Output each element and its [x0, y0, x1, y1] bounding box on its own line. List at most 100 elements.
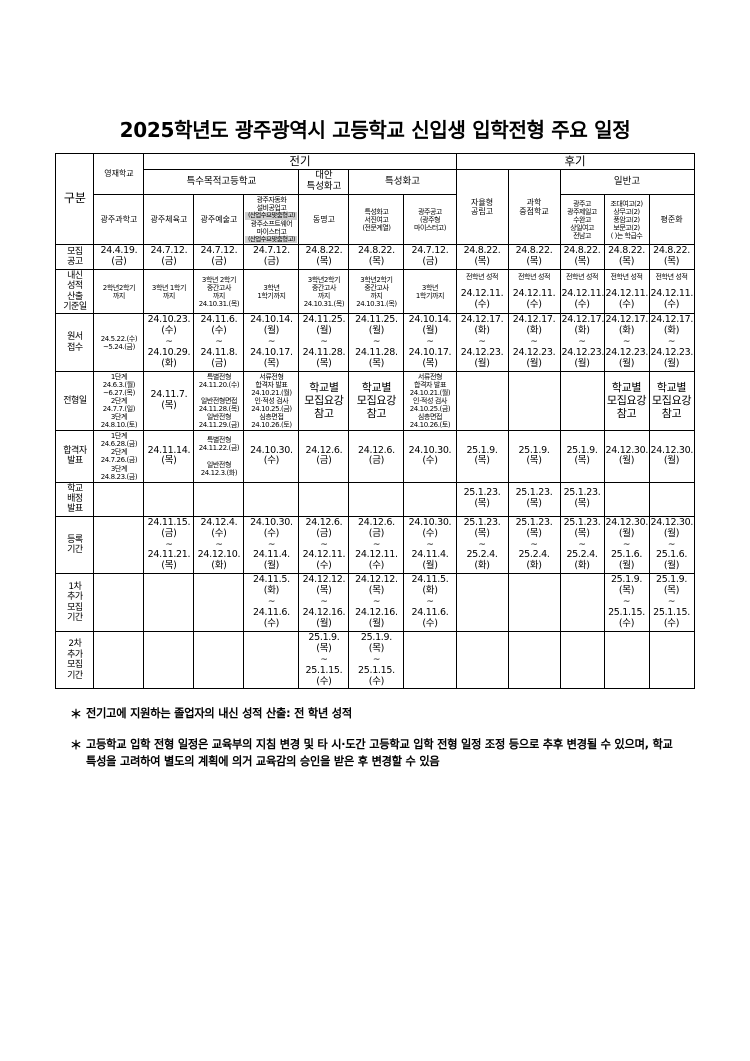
cell-jeonhyeong-c6: 학교별 모집요강 참고: [348, 371, 405, 432]
table-row: 등록 기간 24.11.15. (금) ~24.11.21. (목) 24.12.4.…: [55, 515, 695, 575]
cell-naesin-c2: 3학년 1학기 까지: [143, 269, 195, 315]
footnotes: ＊ 전기고에 지원하는 졸업자의 내신 성적 산출: 전 학년 성적 ＊ 고등학…: [70, 705, 680, 770]
cell-naesin-c6: 3학년2학기 중간고사 까지 24.10.31.(목): [348, 269, 405, 315]
cell-chuga2-c11: [603, 630, 650, 690]
cell-mojip-c7: 24.7.12. (금): [403, 244, 457, 271]
cell-chuga1-c10: [559, 573, 605, 632]
cell-naesin-c7: 3학년 1학기까지: [403, 269, 457, 315]
naesin-label-3: 산출: [67, 291, 83, 302]
cell-jeonhyeong-c11: 학교별 모집요강 참고: [603, 371, 650, 432]
cell-baejeong-c7: [403, 481, 457, 517]
special-line1: 특성화고: [364, 207, 389, 216]
soft-line1: 광주소프트웨어: [250, 219, 293, 228]
cell-naesin-c8: 전학년 성적 24.12.11. (수): [455, 269, 509, 315]
table-row: 원서 접수 24.5.22.(수) ~5.24.(금) 24.10.23. (수) ~…: [55, 313, 695, 373]
cell-chuga2-c4: [243, 630, 300, 690]
cell-deungrok-c10: 25.1.23. (목) ~25.2.4. (화): [559, 515, 605, 575]
row-label-hakgyo-baejeong-balpyo: 학교 배정 발표: [55, 481, 95, 517]
header-jayul-gonglip: 자율형 공립고: [455, 169, 509, 246]
cell-wonseo-c4: 24.10.14. (월) ~24.10.17. (목): [243, 313, 300, 373]
jayul-school-1: 광주고: [573, 199, 591, 208]
header-gwahak-jungjeom: 과학 중점학교: [507, 169, 561, 246]
special-line3: (전문계열): [362, 223, 391, 232]
cell-baejeong-c10: 25.1.23. (목): [559, 481, 605, 517]
header-daean-teukseonghwa: 대안 특성화고: [298, 169, 350, 196]
naesin-label-2: 성적: [67, 281, 83, 292]
baejeong-label-1: 학교: [67, 483, 83, 494]
cell-naesin-c12: 전학년 성적 24.12.11. (수): [648, 269, 695, 315]
cell-jeonhyeong-c2: 24.11.7. (목): [143, 371, 195, 432]
cell-hapgyeok-c11: 24.12.30. (월): [603, 430, 650, 483]
chuga1-label-2: 추가: [67, 592, 83, 603]
cell-mojip-c5: 24.8.22. (목): [298, 244, 350, 271]
special-line2: 서진여고: [364, 215, 389, 224]
cell-baejeong-c5: [298, 481, 350, 517]
cell-chuga1-c4: 24.11.5. (화) ~24.11.6. (수): [243, 573, 300, 632]
row-label-hapgyeokja-balpyo: 합격자 발표: [55, 430, 95, 483]
cell-hapgyeok-c9: 25.1.9. (목): [507, 430, 561, 483]
cell-jeonhyeong-c10: [559, 371, 605, 432]
footnote-2-line1: 고등학교 입학 전형 일정은 교육부의 지침 변경 및 타 시·도간 고등학교 …: [86, 737, 563, 751]
cell-naesin-c10: 전학년 성적 24.12.11. (수): [559, 269, 605, 315]
admission-schedule-table: 구분 영재학교 전기 후기 특수목적고등학교 대안 특성화고 특성화고 자율형 …: [55, 152, 695, 690]
gwahak-school-1: 조대여고(2): [610, 199, 643, 208]
footnote-2: ＊ 고등학교 입학 전형 일정은 교육부의 지침 변경 및 타 시·도간 고등학…: [70, 736, 680, 771]
cell-chuga1-c12: 25.1.9. (목) ~25.1.15. (수): [648, 573, 695, 632]
cell-jeonhyeong-c4: 서류전형 합격자 발표 24.10.21.(월) 인·적성 검사 24.10.25.(금…: [243, 371, 300, 432]
cell-jeonhyeong-c1: 1단계 24.6.3.(월) ~6.27.(목) 2단계 24.7.7.(일) 3단계 24…: [93, 371, 145, 432]
cell-deungrok-c5: 24.12.6. (금) ~24.12.11. (수): [298, 515, 350, 575]
naesin-label-4: 기준일: [63, 302, 87, 313]
row-label-naesin-gijunil: 내신 성적 산출 기준일: [55, 269, 95, 315]
cell-mojip-c4: 24.7.12. (금): [243, 244, 300, 271]
table-row: 합격자 발표 1단계 24.6.28.(금) 2단계 24.7.26.(금) 3단계 24…: [55, 430, 695, 483]
baejeong-label-2: 배정: [67, 493, 83, 504]
table-header-row-term: 구분 영재학교 전기 후기: [55, 152, 695, 246]
header-school-gwangju-pe: 광주체육고: [143, 194, 195, 246]
cell-hapgyeok-c7: 24.10.30. (수): [403, 430, 457, 483]
cell-wonseo-c12: 24.12.17. (화) ~24.12.23. (월): [648, 313, 695, 373]
header-gwahak-line1: 과학: [526, 198, 542, 208]
table-row: 전형일 1단계 24.6.3.(월) ~6.27.(목) 2단계 24.7.7.(일) 3…: [55, 371, 695, 432]
hapgyeok-label-2: 발표: [67, 456, 83, 467]
footnote-1-text: 전기고에 지원하는 졸업자의 내신 성적 산출: 전 학년 성적: [86, 707, 352, 721]
cell-chuga2-c12: [648, 630, 695, 690]
cell-mojip-c10: 24.8.22. (목): [559, 244, 605, 271]
cell-deungrok-c9: 25.1.23. (목) ~25.2.4. (화): [507, 515, 561, 575]
soft-line2: 마이스터고: [256, 227, 287, 236]
row-label-chuga2-gigan: 2차 추가 모집 기간: [55, 630, 95, 690]
row-label-chuga1-gigan: 1차 추가 모집 기간: [55, 573, 95, 632]
cell-naesin-c9: 전학년 성적 24.12.11. (수): [507, 269, 561, 315]
cell-wonseo-c7: 24.10.14. (월) ~24.10.17. (목): [403, 313, 457, 373]
cell-chuga2-c1: [93, 630, 145, 690]
cell-naesin-c4: 3학년 1학기까지: [243, 269, 300, 315]
cell-hapgyeok-c2: 24.11.14. (목): [143, 430, 195, 483]
cell-jeonhyeong-c3: 특별전형 24.11.20.(수) 일반전형면접 24.11.28.(목) 일반전형 24…: [193, 371, 245, 432]
header-jayul-line1: 자율형: [470, 198, 494, 208]
cell-chuga1-c3: [193, 573, 245, 632]
cell-naesin-c3: 3학년 2학기 중간고사 까지 24.10.31.(목): [193, 269, 245, 315]
jayul-school-3: 수완고: [573, 215, 591, 224]
cell-naesin-c5: 3학년2학기 중간고사 까지 24.10.31.(목): [298, 269, 350, 315]
header-teuksu-mokjeok: 특수목적고등학교: [143, 169, 300, 196]
header-jayul-line2: 공립고: [470, 207, 494, 217]
table-row: 2차 추가 모집 기간 25.1.9. (목) ~25.1.15. (수) 25.1.…: [55, 630, 695, 690]
wonseo-label-2: 접수: [67, 342, 83, 353]
jeonhyeong-label-1: 전형일: [63, 396, 87, 406]
jayul-school-2: 광주제일고: [567, 207, 597, 216]
header-group-hugi: 후기: [455, 152, 695, 171]
cell-deungrok-c6: 24.12.6. (금) ~24.12.11. (수): [348, 515, 405, 575]
header-school-gwangju-science: 광주과학고: [93, 194, 145, 246]
cell-mojip-c1: 24.4.19. (금): [93, 244, 145, 271]
baejeong-label-3: 발표: [67, 504, 83, 515]
cell-hapgyeok-c5: 24.12.6. (금): [298, 430, 350, 483]
chuga2-label-2: 추가: [67, 649, 83, 660]
cell-baejeong-c3: [193, 481, 245, 517]
jayul-school-5: 전남고: [573, 231, 591, 240]
cell-mojip-c2: 24.7.12. (금): [143, 244, 195, 271]
cell-wonseo-c6: 24.11.25. (월) ~24.11.28. (목): [348, 313, 405, 373]
header-gwahak-line2: 중점학교: [519, 207, 549, 217]
cell-hapgyeok-c4: 24.10.30. (수): [243, 430, 300, 483]
deungrok-label-1: 등록: [67, 534, 83, 545]
auto-subnote: (산업수요맞춤형고): [245, 211, 298, 220]
cell-chuga2-c3: [193, 630, 245, 690]
